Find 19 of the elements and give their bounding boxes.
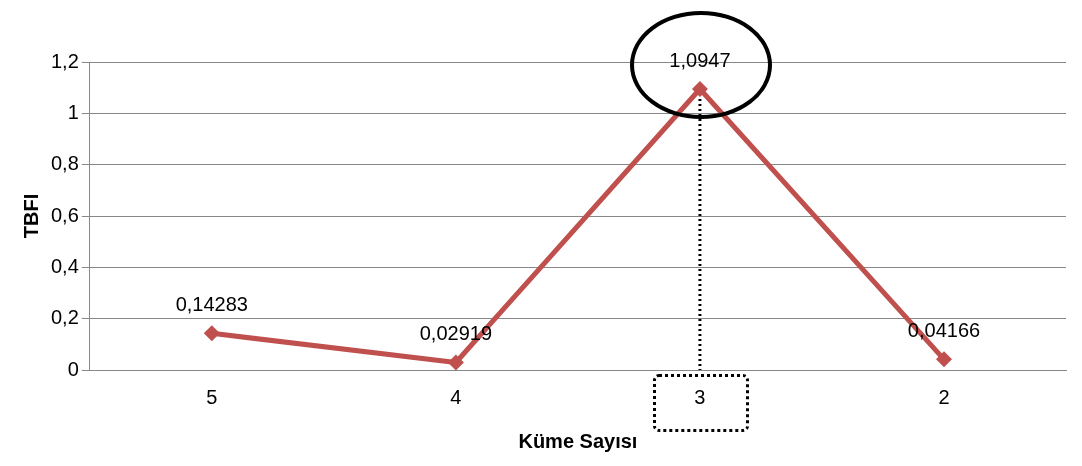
y-tick-label: 0,6 [50,203,79,226]
y-tick-label: 0,4 [50,254,79,277]
point [203,325,220,342]
data-label: 0,14283 [175,292,248,315]
x-tick-label: 3 [694,385,706,408]
y-tick-label: 0 [67,357,79,380]
point [691,81,708,98]
x-tick-label: 5 [206,385,218,408]
point [447,354,464,370]
x-tick-label: 2 [938,385,950,408]
y-tick-label: 1,2 [50,49,79,72]
x-axis-title: Küme Sayısı [518,429,638,452]
y-tick-label: 0,8 [50,152,79,175]
point [935,351,952,368]
y-tick-label: 1 [67,100,79,123]
x-tick-label: 4 [450,385,462,408]
y-axis-title: TBFI [19,193,42,239]
data-label: 1,0947 [669,48,731,71]
y-tick-label: 0,2 [50,306,79,329]
